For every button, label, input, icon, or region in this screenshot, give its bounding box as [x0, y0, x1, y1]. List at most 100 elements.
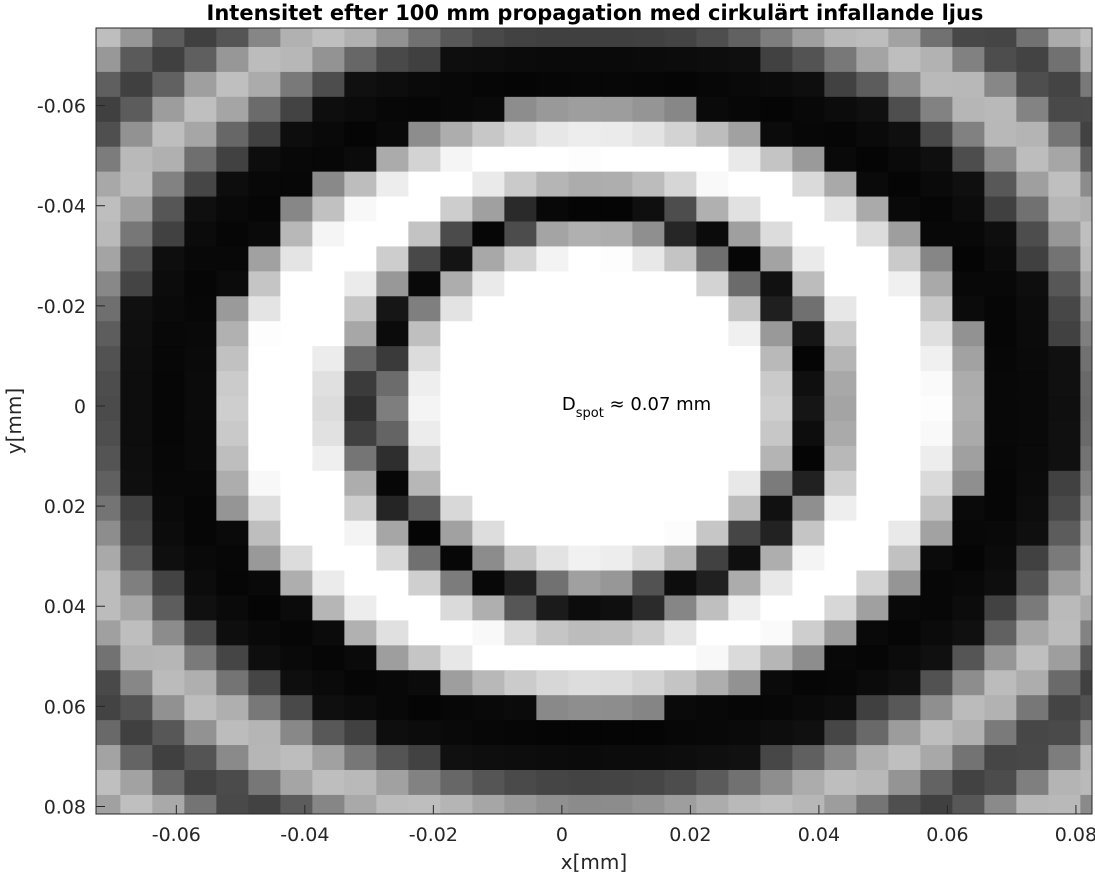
heatmap-cell: [376, 520, 409, 547]
heatmap-cell: [408, 695, 441, 721]
heatmap-cell: [344, 620, 377, 646]
heatmap-cell: [96, 620, 121, 646]
heatmap-cell: [824, 645, 857, 671]
heatmap-cell: [504, 146, 537, 173]
heatmap-cell: [280, 595, 313, 621]
heatmap-cell: [248, 645, 281, 671]
heatmap-cell: [96, 645, 121, 671]
heatmap-cell: [504, 445, 537, 472]
x-tick-label: 0.06: [926, 824, 968, 846]
heatmap-cell: [888, 520, 921, 547]
heatmap-cell: [440, 246, 473, 272]
heatmap-cell: [664, 271, 697, 297]
heatmap-cell: [152, 420, 185, 447]
heatmap-cell: [472, 420, 505, 447]
heatmap-cell: [1080, 720, 1092, 746]
heatmap-cell: [1016, 271, 1049, 297]
heatmap-cell: [792, 246, 825, 272]
heatmap-cell: [568, 570, 601, 597]
heatmap-cell: [888, 28, 921, 48]
heatmap-cell: [792, 570, 825, 597]
heatmap-cell: [664, 545, 697, 572]
heatmap-cell: [664, 71, 697, 98]
heatmap-cell: [1048, 520, 1081, 547]
heatmap-cell: [824, 520, 857, 547]
heatmap-cell: [280, 545, 313, 572]
heatmap-cell: [696, 371, 729, 397]
heatmap-cell: [728, 96, 761, 123]
heatmap-cell: [952, 769, 985, 796]
x-tick-label: -0.02: [409, 824, 458, 846]
heatmap-cell: [216, 221, 249, 248]
heatmap-cell: [568, 28, 601, 48]
heatmap-cell: [96, 595, 121, 621]
heatmap-cell: [408, 769, 441, 796]
heatmap-cell: [96, 28, 121, 48]
heatmap-cell: [632, 620, 665, 646]
heatmap-cell: [632, 396, 665, 422]
heatmap-cell: [1048, 645, 1081, 671]
heatmap-cell: [504, 96, 537, 123]
heatmap-cell: [824, 371, 857, 397]
heatmap-cell: [568, 121, 601, 148]
heatmap-cell: [96, 794, 121, 814]
heatmap-cell: [1048, 720, 1081, 746]
heatmap-cell: [952, 396, 985, 422]
heatmap-cell: [216, 321, 249, 347]
heatmap-cell: [1048, 745, 1081, 771]
heatmap-cell: [1080, 595, 1092, 621]
heatmap-cell: [568, 71, 601, 98]
heatmap-cell: [856, 495, 889, 522]
spot-diameter-annotation: Dspot ≈ 0.07 mm: [562, 394, 711, 421]
heatmap-cell: [472, 720, 505, 746]
heatmap-cell: [600, 296, 633, 322]
heatmap-cell: [504, 570, 537, 597]
heatmap-cell: [440, 96, 473, 123]
y-tick-label: 0: [74, 396, 86, 418]
heatmap-cell: [696, 28, 729, 48]
heatmap-cell: [344, 745, 377, 771]
heatmap-cell: [824, 794, 857, 814]
heatmap-cell: [984, 520, 1017, 547]
heatmap-cell: [440, 570, 473, 597]
heatmap-cell: [216, 146, 249, 173]
heatmap-cell: [280, 645, 313, 671]
heatmap-cell: [408, 146, 441, 173]
heatmap-cell: [248, 570, 281, 597]
heatmap-cell: [408, 246, 441, 272]
heatmap-cell: [728, 769, 761, 796]
heatmap-cell: [248, 346, 281, 372]
heatmap-cell: [120, 246, 153, 272]
heatmap-cell: [312, 420, 345, 447]
heatmap-cell: [472, 695, 505, 721]
heatmap-cell: [280, 570, 313, 597]
heatmap-cell: [728, 595, 761, 621]
heatmap-cell: [312, 445, 345, 472]
heatmap-cell: [920, 196, 953, 223]
heatmap-cell: [920, 271, 953, 297]
heatmap-cell: [280, 221, 313, 248]
heatmap-cell: [600, 221, 633, 248]
annotation-rest: ≈ 0.07 mm: [604, 394, 711, 415]
heatmap-cell: [824, 28, 857, 48]
heatmap-cell: [376, 271, 409, 297]
heatmap-cell: [536, 246, 569, 272]
heatmap-cell: [696, 321, 729, 347]
annotation-subscript: spot: [576, 406, 604, 421]
heatmap-cell: [760, 196, 793, 223]
heatmap-cell: [664, 570, 697, 597]
heatmap-cell: [248, 745, 281, 771]
heatmap-cell: [664, 620, 697, 646]
heatmap-cell: [664, 146, 697, 173]
heatmap-cell: [920, 769, 953, 796]
heatmap-cell: [120, 595, 153, 621]
heatmap-cell: [568, 520, 601, 547]
heatmap-cell: [664, 346, 697, 372]
heatmap-cell: [728, 570, 761, 597]
heatmap-cell: [440, 545, 473, 572]
annotation-main: D: [562, 394, 576, 415]
heatmap-cell: [152, 794, 185, 814]
heatmap-cell: [1048, 620, 1081, 646]
y-tick-label: 0.04: [44, 596, 86, 618]
heatmap-cell: [280, 271, 313, 297]
